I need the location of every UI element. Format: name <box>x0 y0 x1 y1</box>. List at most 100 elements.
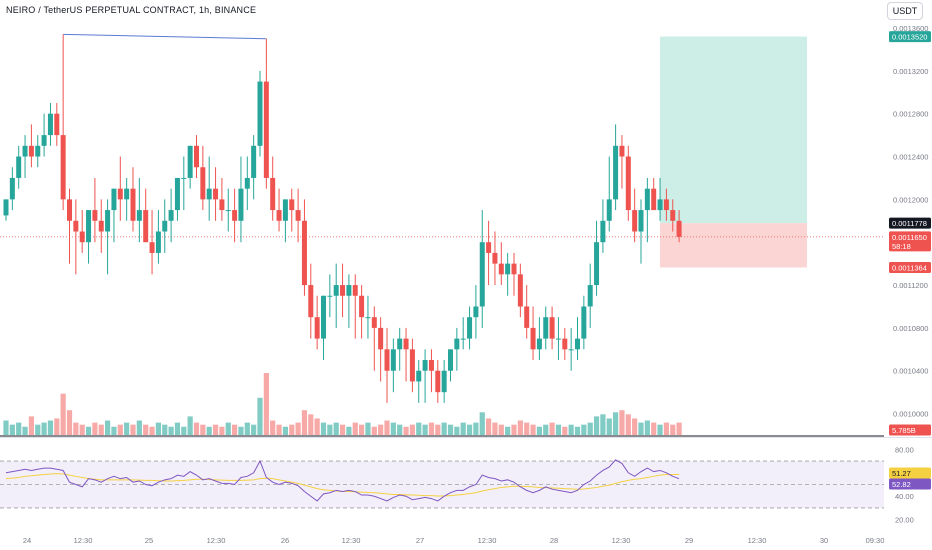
volume-bar <box>105 420 111 435</box>
volume-bar <box>308 414 314 435</box>
candle-body <box>333 285 339 296</box>
candle-body <box>619 145 625 157</box>
candle-body <box>486 242 492 253</box>
volume-bar <box>257 397 263 435</box>
volume-bar <box>562 426 568 435</box>
volume-bar <box>549 422 555 435</box>
volume-bar <box>244 422 250 435</box>
volume-bar <box>320 422 327 435</box>
volume-bar <box>359 424 365 435</box>
price-tick-label: 0.0010400 <box>893 367 928 376</box>
candle-body <box>149 242 155 253</box>
volume-bar <box>73 422 79 435</box>
volume-bar <box>447 424 454 435</box>
candle-body <box>194 145 199 168</box>
candle-body <box>638 210 644 232</box>
candle-body <box>435 370 441 393</box>
candle-body <box>98 220 104 232</box>
volume-bar <box>422 424 428 435</box>
volume-bar <box>511 424 517 435</box>
volume-bar <box>346 426 352 435</box>
volume-bar <box>130 424 136 435</box>
volume-bar <box>301 410 308 435</box>
volume-value-label-bg <box>889 424 931 436</box>
time-tick-label: 25 <box>145 536 153 545</box>
volume-bar <box>352 422 358 435</box>
candle-body <box>308 285 314 318</box>
volume-bar <box>35 424 41 435</box>
volume-bar <box>473 422 479 435</box>
volume-bar <box>581 424 587 435</box>
time-tick-label: 26 <box>281 536 289 545</box>
candle-body <box>454 338 460 350</box>
currency-button[interactable]: USDT <box>887 2 923 20</box>
volume-bar <box>168 426 174 435</box>
candle-body <box>625 156 631 211</box>
candle-body <box>460 338 466 340</box>
volume-bar <box>238 426 244 435</box>
volume-bar <box>327 424 333 435</box>
volume-bar <box>613 412 619 435</box>
volume-bar <box>460 422 466 435</box>
rsi-tick-label: 40.00 <box>895 492 914 501</box>
price-tick-label: 0.0012800 <box>893 110 928 119</box>
time-tick-label: 12:30 <box>748 536 767 545</box>
candle-body <box>155 231 161 253</box>
price-tick-label: 0.0012000 <box>893 195 928 204</box>
price-tick-label: 0.0013600 <box>893 24 928 33</box>
volume-bar <box>454 426 460 435</box>
volume-bar <box>574 426 581 435</box>
candle-body <box>613 145 619 200</box>
time-tick-label: 28 <box>550 536 558 545</box>
candle-body <box>505 263 511 275</box>
volume-bar <box>276 424 282 435</box>
time-tick-label: 12:30 <box>207 536 226 545</box>
volume-bar <box>206 426 212 435</box>
candle-body <box>359 295 365 318</box>
volume-bar <box>9 424 15 435</box>
candle-body <box>587 285 593 307</box>
volume-bar <box>492 422 498 435</box>
candle-body <box>346 285 352 296</box>
candle-body <box>244 177 250 189</box>
candle-body <box>301 220 307 286</box>
volume-bar <box>644 420 650 435</box>
volume-bar <box>555 424 562 435</box>
volume-bar <box>479 412 485 435</box>
candle-body <box>295 210 301 221</box>
time-tick-label: 12:30 <box>74 536 93 545</box>
candle-body <box>41 135 47 146</box>
candle-body <box>162 220 168 232</box>
candle-body <box>73 220 79 232</box>
candle-body <box>676 220 682 237</box>
volume-bar <box>663 422 669 435</box>
candle-body <box>409 349 415 382</box>
volume-bar <box>651 422 657 435</box>
volume-bar <box>124 422 130 435</box>
candle-body <box>276 210 282 221</box>
candle-body <box>206 188 212 200</box>
volume-bar <box>187 416 193 435</box>
candle-body <box>16 156 22 178</box>
price-tick-label: 0.0011200 <box>893 281 928 290</box>
time-tick-label: 24 <box>23 536 31 545</box>
volume-bar <box>632 418 638 435</box>
candle-body <box>492 252 498 264</box>
candle-body <box>225 210 231 212</box>
volume-bar <box>409 424 415 435</box>
volume-bar <box>85 426 92 435</box>
candle-body <box>47 113 53 136</box>
candle-body <box>238 188 244 221</box>
volume-bar <box>79 424 85 435</box>
volume-bar <box>193 422 200 435</box>
candle-body <box>92 210 98 221</box>
volume-bar <box>47 420 54 435</box>
volume-bar <box>505 426 511 435</box>
candle-body <box>378 327 384 350</box>
volume-bar <box>441 422 447 435</box>
volume-bar <box>670 424 676 435</box>
price-tick-label: 0.0010800 <box>893 324 928 333</box>
candle-body <box>384 349 390 371</box>
volume-bar <box>606 418 612 435</box>
